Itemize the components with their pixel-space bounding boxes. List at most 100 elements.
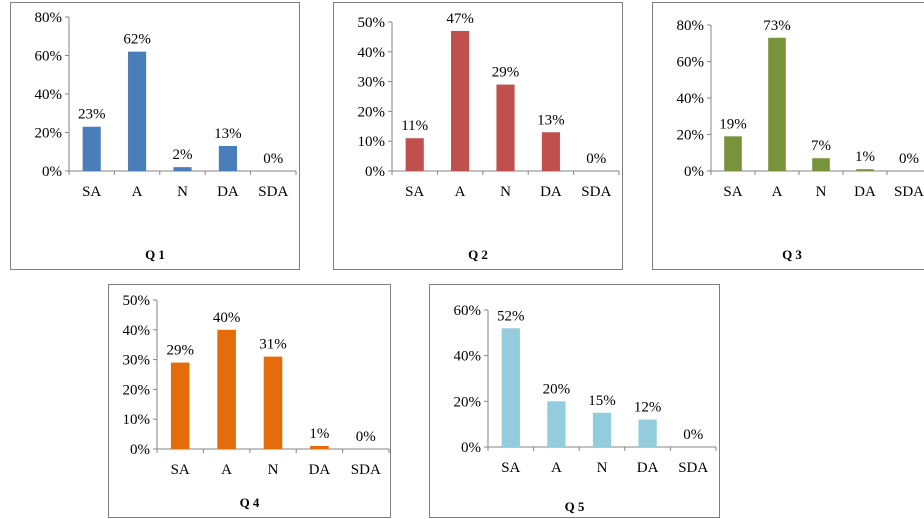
y-tick-label: 30%	[358, 75, 386, 91]
chart-q2: 0% 10% 20% 30% 40% 50% 11% SA 47% A 29% N 13% DA 0% SDA…	[333, 2, 623, 270]
data-label: 13%	[537, 112, 565, 128]
data-label: 40%	[213, 310, 241, 326]
y-tick-label: 50%	[123, 293, 151, 309]
y-tick-label: 60%	[454, 303, 482, 319]
x-tick-label: SDA	[258, 184, 288, 200]
chart-q3: 0% 20% 40% 60% 80% 19% SA 73% A 7% N 1% DA 0% SDA Q 3	[652, 2, 924, 270]
x-tick-label: A	[455, 184, 466, 200]
bar-n	[496, 84, 515, 171]
data-label: 11%	[401, 118, 428, 134]
chart-q4-title: Q 4	[239, 495, 260, 510]
chart-q3-title: Q 3	[782, 247, 802, 262]
data-label: 15%	[588, 393, 616, 409]
chart-q1: 0% 20% 40% 60% 80% 23% SA 62% A 2% N 13% DA 0% SDA Q 1	[10, 2, 300, 270]
data-label: 7%	[811, 138, 831, 154]
chart-q3-plot: 0% 20% 40% 60% 80% 19% SA 73% A 7% N 1% DA 0% SDA	[677, 18, 924, 200]
y-tick-label: 40%	[454, 349, 482, 365]
data-label: 1%	[855, 149, 875, 165]
x-tick-label: A	[772, 184, 783, 200]
y-tick-label: 40%	[358, 45, 386, 61]
bar-da	[541, 132, 560, 171]
bar-a	[128, 51, 147, 171]
y-tick-label: 60%	[677, 55, 705, 71]
x-tick-label: SDA	[581, 184, 611, 200]
x-tick-label: A	[132, 184, 143, 200]
bar-sa	[82, 126, 101, 171]
data-label: 0%	[586, 151, 606, 167]
chart-q4: 0% 10% 20% 30% 40% 50% 29% SA 40% A 31% N 1% DA 0% SDA …	[108, 284, 391, 518]
data-label: 2%	[173, 147, 193, 163]
data-label: 0%	[263, 151, 283, 167]
y-tick-label: 20%	[454, 394, 482, 410]
data-label: 62%	[123, 32, 151, 48]
data-label: 23%	[78, 107, 106, 123]
bar-a	[547, 401, 566, 447]
y-tick-label: 60%	[35, 49, 63, 65]
x-tick-label: SA	[171, 462, 190, 478]
data-label: 29%	[492, 65, 520, 81]
y-tick-label: 80%	[35, 10, 63, 26]
bar-sa	[724, 136, 742, 171]
y-tick-label: 20%	[35, 126, 63, 142]
data-label: 73%	[763, 18, 791, 34]
y-tick-label: 30%	[123, 353, 151, 369]
y-tick-label: 10%	[123, 412, 151, 428]
x-tick-label: SA	[405, 184, 424, 200]
data-label: 0%	[356, 429, 376, 445]
data-label: 1%	[309, 426, 329, 442]
x-tick-label: N	[816, 184, 827, 200]
bar-sa	[405, 138, 424, 171]
x-tick-label: SA	[723, 184, 742, 200]
x-tick-label: N	[177, 184, 188, 200]
y-tick-label: 40%	[35, 87, 63, 103]
chart-q2-plot: 0% 10% 20% 30% 40% 50% 11% SA 47% A 29% N 13% DA 0% SDA	[358, 11, 620, 200]
data-label: 47%	[446, 11, 474, 27]
x-tick-label: N	[268, 462, 279, 478]
y-tick-label: 0%	[365, 164, 385, 180]
chart-q4-plot: 0% 10% 20% 30% 40% 50% 29% SA 40% A 31% N 1% DA 0% SDA	[123, 293, 390, 478]
x-tick-label: A	[221, 462, 232, 478]
chart-q1-title: Q 1	[145, 247, 165, 262]
x-tick-label: SDA	[678, 460, 708, 476]
data-label: 12%	[634, 400, 662, 416]
chart-q5-plot: 0% 20% 40% 60% 52% SA 20% A 15% N 12% DA 0% SDA	[454, 303, 717, 476]
y-tick-label: 0%	[130, 442, 150, 458]
chart-q5: 0% 20% 40% 60% 52% SA 20% A 15% N 12% DA 0% SDA Q 5	[429, 284, 720, 518]
data-label: 29%	[166, 343, 194, 359]
chart-q1-plot: 0% 20% 40% 60% 80% 23% SA 62% A 2% N 13% DA 0% SDA	[35, 10, 297, 200]
x-tick-label: DA	[309, 462, 331, 478]
x-tick-label: SDA	[351, 462, 381, 478]
y-tick-label: 20%	[123, 382, 151, 398]
bar-n	[263, 356, 283, 449]
y-tick-label: 80%	[677, 18, 705, 34]
x-tick-label: A	[551, 460, 562, 476]
x-tick-label: N	[597, 460, 608, 476]
chart-q5-title: Q 5	[564, 499, 585, 514]
y-tick-label: 10%	[358, 134, 386, 150]
x-tick-label: DA	[217, 184, 239, 200]
bar-sa	[170, 362, 190, 449]
data-label: 31%	[259, 337, 287, 353]
bar-sa	[501, 328, 520, 447]
bar-n	[173, 167, 192, 171]
bar-a	[451, 30, 470, 171]
bar-n	[812, 158, 830, 171]
x-tick-label: N	[500, 184, 511, 200]
bar-n	[592, 412, 612, 447]
y-tick-label: 20%	[358, 104, 386, 120]
y-tick-label: 0%	[684, 164, 704, 180]
bar-da	[218, 145, 237, 171]
bar-da	[310, 446, 329, 449]
bar-a	[217, 329, 236, 449]
data-label: 52%	[497, 308, 525, 324]
y-tick-label: 40%	[677, 91, 705, 107]
bar-da	[856, 169, 874, 171]
data-label: 13%	[214, 126, 242, 142]
bar-da	[638, 419, 657, 447]
data-label: 0%	[899, 151, 919, 167]
x-tick-label: DA	[854, 184, 876, 200]
y-tick-label: 50%	[358, 15, 386, 31]
x-tick-label: DA	[637, 460, 659, 476]
chart-q2-title: Q 2	[468, 247, 488, 262]
y-tick-label: 0%	[42, 164, 62, 180]
